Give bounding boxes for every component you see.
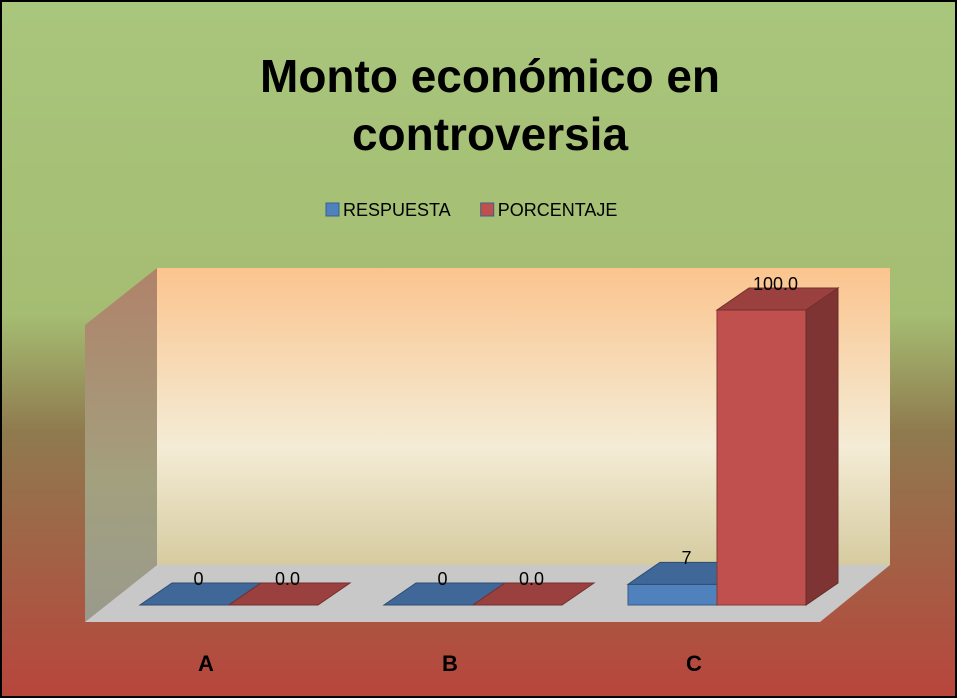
chart-title: Monto económico en <box>260 50 720 102</box>
bar-front <box>627 583 718 606</box>
bar-top <box>715 287 840 311</box>
bar-front <box>716 309 807 606</box>
x-tick-label: B <box>442 651 458 676</box>
x-tick-label: C <box>686 651 702 676</box>
x-tick-label: A <box>198 651 214 676</box>
bar-top <box>471 582 596 606</box>
data-label: 0 <box>437 569 447 589</box>
back-wall <box>157 268 890 565</box>
data-label: 0.0 <box>519 569 544 589</box>
data-label: 0.0 <box>275 569 300 589</box>
data-label: 7 <box>681 548 691 568</box>
legend-swatch <box>480 202 495 217</box>
bar <box>227 582 352 606</box>
legend-label: RESPUESTA <box>343 200 451 220</box>
side-wall <box>85 268 157 622</box>
bar-side <box>805 287 839 606</box>
bar-top <box>227 582 352 606</box>
chart-title: controversia <box>352 108 629 160</box>
bar <box>715 287 840 606</box>
legend-label: PORCENTAJE <box>498 200 618 220</box>
data-label: 0 <box>193 569 203 589</box>
legend-swatch <box>325 202 340 217</box>
bar <box>471 582 596 606</box>
data-label: 100.0 <box>753 274 798 294</box>
